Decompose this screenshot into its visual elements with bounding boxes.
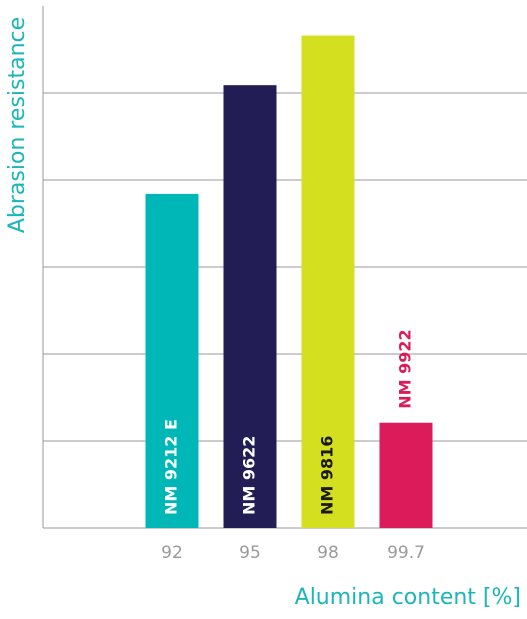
x-tick-label: 98 xyxy=(317,543,339,563)
bar-label: NM 9212 E xyxy=(162,419,181,515)
bar xyxy=(145,193,199,529)
x-axis-title: Alumina content [%] xyxy=(295,585,521,610)
x-tick-label: 99.7 xyxy=(387,543,425,563)
bar-label: NM 9922 xyxy=(396,329,415,408)
bar xyxy=(301,35,355,529)
bar-label: NM 9816 xyxy=(318,436,337,515)
bar xyxy=(379,422,433,528)
bar xyxy=(223,85,277,529)
y-axis-title: Abrasion resistance xyxy=(5,17,30,233)
x-tick-label: 92 xyxy=(161,543,183,563)
bar-label: NM 9622 xyxy=(240,436,259,515)
x-tick-label: 95 xyxy=(239,543,261,563)
